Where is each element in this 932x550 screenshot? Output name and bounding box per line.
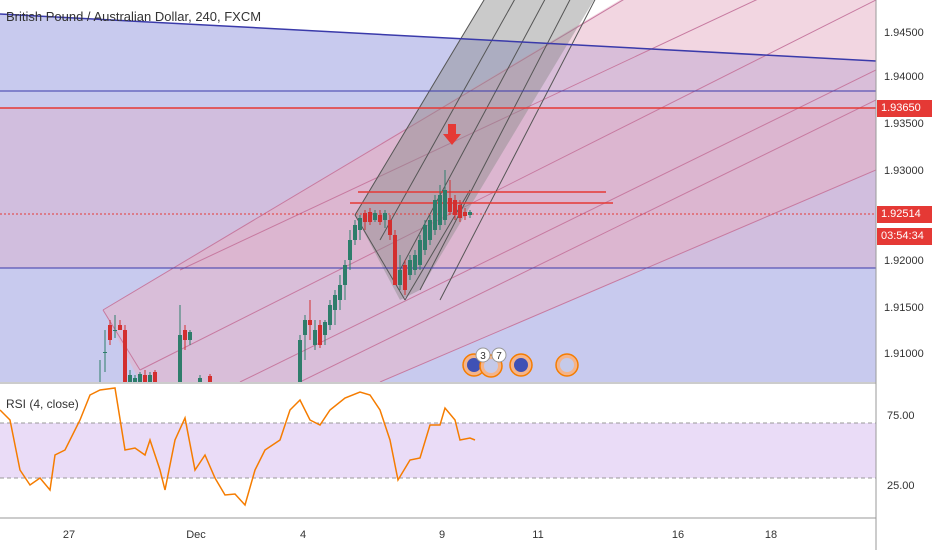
date-tick: 11 [532,529,544,541]
current-price-tag: 1.92514 [877,206,932,223]
candle-body [138,374,142,382]
candle-body [433,200,437,230]
pink-channel [103,0,876,382]
candle-body [153,372,157,382]
candle-body [443,190,447,220]
candle-body [118,325,122,330]
candle-body [313,330,317,345]
candle-body [133,378,137,382]
candle-body [108,325,112,340]
candle-body [448,198,452,212]
main-pane: 3 7 [0,0,876,382]
countdown-tag: 03:54:34 [877,228,932,245]
candle-body [343,265,347,285]
candle-body [198,378,202,382]
event-count-badge-1 [475,347,491,363]
candle-body [348,240,352,260]
candle-body [383,213,387,220]
date-tick: 9 [438,529,446,541]
candle-body [373,213,377,220]
price-tick: 1.93500 [884,118,924,130]
channel-lines [102,0,876,382]
rsi-tick: 25.00 [887,480,915,492]
candle-body [358,218,362,230]
candle-body [113,330,117,331]
candle-body [298,340,302,382]
candle-body [468,212,472,215]
candle-body [328,305,332,325]
price-tick: 1.91500 [884,302,924,314]
candle-body [458,205,462,218]
au-flag-inner-icon [467,358,481,372]
candle-body [103,352,107,353]
red-down-arrow [443,124,461,145]
rsi-line [0,387,476,507]
candle-body [318,325,322,345]
candle-body [438,195,442,225]
candle-body [128,375,132,382]
event-count-1: 3 [480,351,486,362]
candle-body [148,375,152,382]
red-zone [0,108,876,268]
candle-body [453,200,457,215]
rsi-label: RSI (4, close) [6,397,79,411]
candle-body [398,270,402,285]
event-count-badge-2 [491,347,507,363]
au-flag-inner-icon-2 [514,358,528,372]
candle-body [403,265,407,290]
chart-title: British Pound / Australian Dollar, 240, … [6,9,262,24]
candle-body [333,295,337,310]
blue-trend-line [0,13,876,62]
grey-pitchfork [355,0,594,300]
price-tick: 1.94000 [884,71,924,83]
candle-body [418,240,422,265]
candle-body [393,235,397,285]
candle-body [363,213,367,222]
date-tick: 4 [299,529,307,541]
candle-body [423,225,427,250]
candle-body [143,375,147,382]
price-tick: 1.92000 [884,255,924,267]
candle-body [368,212,372,222]
price-tick: 1.91000 [884,348,924,360]
candle-body [413,255,417,270]
candle-body [123,330,127,382]
rsi-pane [0,382,876,519]
candle-body [338,285,342,300]
red-line-price-tag: 1.93650 [877,100,932,117]
uk-flag-inner-icon-2 [560,358,574,372]
candles [99,170,472,382]
candle-body [303,320,307,335]
date-tick: 18 [764,529,778,541]
rsi-band [0,423,876,478]
candle-body [183,330,187,340]
candle-body [463,212,467,216]
candle-body [208,376,212,382]
event-count-2: 7 [496,351,502,362]
candle-body [323,322,327,335]
candle-body [428,220,432,240]
candle-body [178,335,182,382]
date-tick: 27 [62,529,76,541]
date-tick: Dec [186,529,206,541]
price-tick: 1.94500 [884,27,924,39]
price-tick: 1.93000 [884,165,924,177]
rsi-tick: 75.00 [887,410,915,422]
candle-body [308,320,312,325]
candle-body [388,220,392,235]
candle-body [408,260,412,275]
candle-body [378,215,382,222]
date-tick: 16 [671,529,685,541]
candle-body [188,332,192,340]
uk-flag-inner-icon [484,359,498,373]
event-icons[interactable]: 3 7 [462,347,579,378]
candle-body [353,225,357,240]
